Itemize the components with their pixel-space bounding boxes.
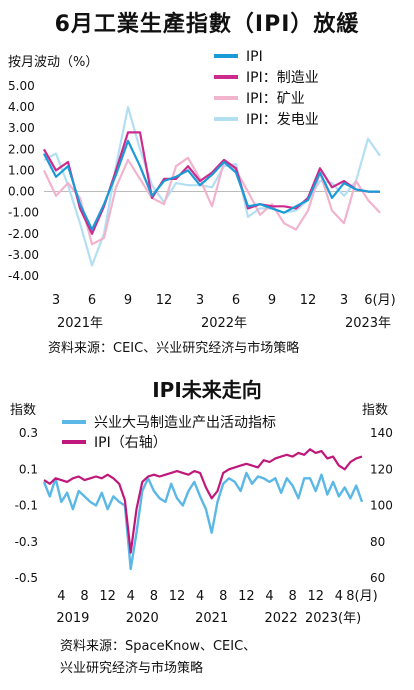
- x-tick-label: 8(月): [346, 589, 377, 604]
- x-tick-label: 8: [219, 589, 227, 604]
- y-tick-label: -3.00: [8, 248, 39, 262]
- y-left-tick-label: 0.1: [19, 462, 38, 476]
- x-year-label: 2021: [195, 611, 228, 626]
- x-tick-label: 9: [124, 293, 132, 308]
- y-tick-label: 0.00: [8, 185, 35, 199]
- y-tick-label: 4.00: [8, 100, 35, 114]
- y-tick-label: 1.00: [8, 163, 35, 177]
- y-tick-label: 3.00: [8, 121, 35, 135]
- y-right-tick-label: 80: [370, 535, 385, 549]
- y-left-tick-label: 0.3: [19, 426, 38, 440]
- y-left-label: 指数: [10, 403, 36, 418]
- x-tick-label: 4: [57, 589, 65, 604]
- chart2-source-line2: 兴业研究经济与市场策略: [60, 661, 204, 676]
- series-line-3: [43, 105, 381, 267]
- series-line-1: [43, 131, 380, 235]
- legend-label-1: IPI（右轴）: [94, 435, 167, 451]
- y-tick-label: -2.00: [8, 227, 39, 241]
- x-tick-label: 12: [300, 293, 317, 308]
- x-year-label: 2022年: [201, 316, 247, 331]
- y-left-tick-label: -0.5: [15, 571, 38, 585]
- legend-label-2: IPI：矿业: [246, 91, 305, 107]
- x-tick-label: 4: [196, 589, 204, 604]
- series-line-1: [43, 448, 363, 554]
- y-right-tick-label: 140: [370, 426, 393, 440]
- y-right-label: 指数: [362, 403, 388, 418]
- chart1: 按月波动（%） 5.00 4.00 3.00 2.00 1.00 0.00 -1.00 -2.0…: [8, 49, 396, 331]
- x-tick-label: 12: [238, 589, 255, 604]
- y-right-tick-label: 120: [370, 462, 393, 476]
- x-tick-label: 3: [52, 293, 60, 308]
- legend-label-3: IPI：发电业: [246, 112, 319, 128]
- x-tick-label: 12: [169, 589, 186, 604]
- x-tick-label: 4: [127, 589, 135, 604]
- series-line-2: [43, 156, 381, 246]
- x-tick-label: 12: [99, 589, 116, 604]
- chart1-source: 资料来源：CEIC、兴业研究经济与市场策略: [48, 341, 300, 356]
- x-tick-label: 3: [340, 293, 348, 308]
- y-tick-label: -4.00: [8, 269, 39, 283]
- series-line-0: [43, 139, 380, 231]
- x-tick-label: 12: [307, 589, 324, 604]
- x-tick-label: 4: [265, 589, 273, 604]
- legend-label-0: IPI: [246, 49, 263, 65]
- chart2-title: IPI未来走向: [152, 378, 262, 402]
- x-tick-label: 8: [150, 589, 158, 604]
- y-tick-label: 5.00: [8, 79, 35, 93]
- x-tick-label: 6: [232, 293, 240, 308]
- x-tick-label: 8: [80, 589, 88, 604]
- y-right-tick-label: 100: [370, 499, 393, 513]
- x-tick-label: 8: [288, 589, 296, 604]
- x-tick-label: 12: [156, 293, 173, 308]
- x-year-label: 2021年: [57, 316, 103, 331]
- x-year-label: 2023(年): [305, 611, 361, 626]
- series-line-0: [42, 471, 364, 571]
- x-year-label: 2022: [265, 611, 298, 626]
- legend-label-0: 兴业大马制造业产出活动指标: [94, 415, 276, 431]
- x-year-label: 2019: [56, 611, 89, 626]
- y-tick-label: -1.00: [8, 206, 39, 220]
- x-tick-label: 3: [196, 293, 204, 308]
- y-left-tick-label: -0.1: [15, 499, 38, 513]
- y-tick-label: 2.00: [8, 142, 35, 156]
- y-right-tick-label: 60: [370, 571, 385, 585]
- x-tick-label: 9: [268, 293, 276, 308]
- x-tick-label: 6: [88, 293, 96, 308]
- x-year-label: 2020: [126, 611, 159, 626]
- y-axis-label: 按月波动（%）: [8, 55, 98, 70]
- chart2-source: 资料来源：SpaceKnow、CEIC、: [60, 639, 257, 654]
- chart1-title: 6月工業生產指數（IPI）放緩: [54, 12, 360, 37]
- y-left-tick-label: -0.3: [15, 535, 38, 549]
- legend-label-1: IPI：制造业: [246, 70, 319, 86]
- x-tick-label: 6(月): [364, 293, 395, 308]
- x-tick-label: 4: [335, 589, 343, 604]
- x-year-label: 2023年: [345, 316, 391, 331]
